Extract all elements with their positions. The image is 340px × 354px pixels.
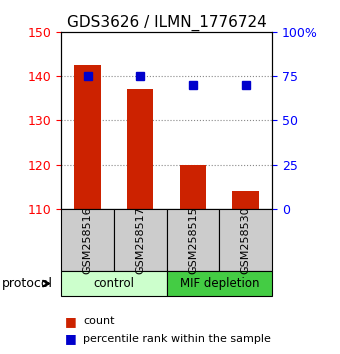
Text: GSM258516: GSM258516 [83, 206, 92, 274]
Bar [233, 191, 259, 209]
Text: count: count [83, 316, 115, 326]
Text: protocol: protocol [2, 277, 53, 290]
Text: GSM258530: GSM258530 [241, 206, 251, 274]
Bar [180, 165, 206, 209]
Bar [74, 65, 101, 209]
Title: GDS3626 / ILMN_1776724: GDS3626 / ILMN_1776724 [67, 14, 267, 30]
Text: percentile rank within the sample: percentile rank within the sample [83, 334, 271, 344]
Text: MIF depletion: MIF depletion [180, 277, 259, 290]
Text: ■: ■ [65, 332, 76, 345]
Text: GSM258515: GSM258515 [188, 206, 198, 274]
Text: ■: ■ [65, 315, 76, 327]
Text: GSM258517: GSM258517 [135, 206, 145, 274]
Bar [127, 89, 153, 209]
Text: control: control [94, 277, 134, 290]
